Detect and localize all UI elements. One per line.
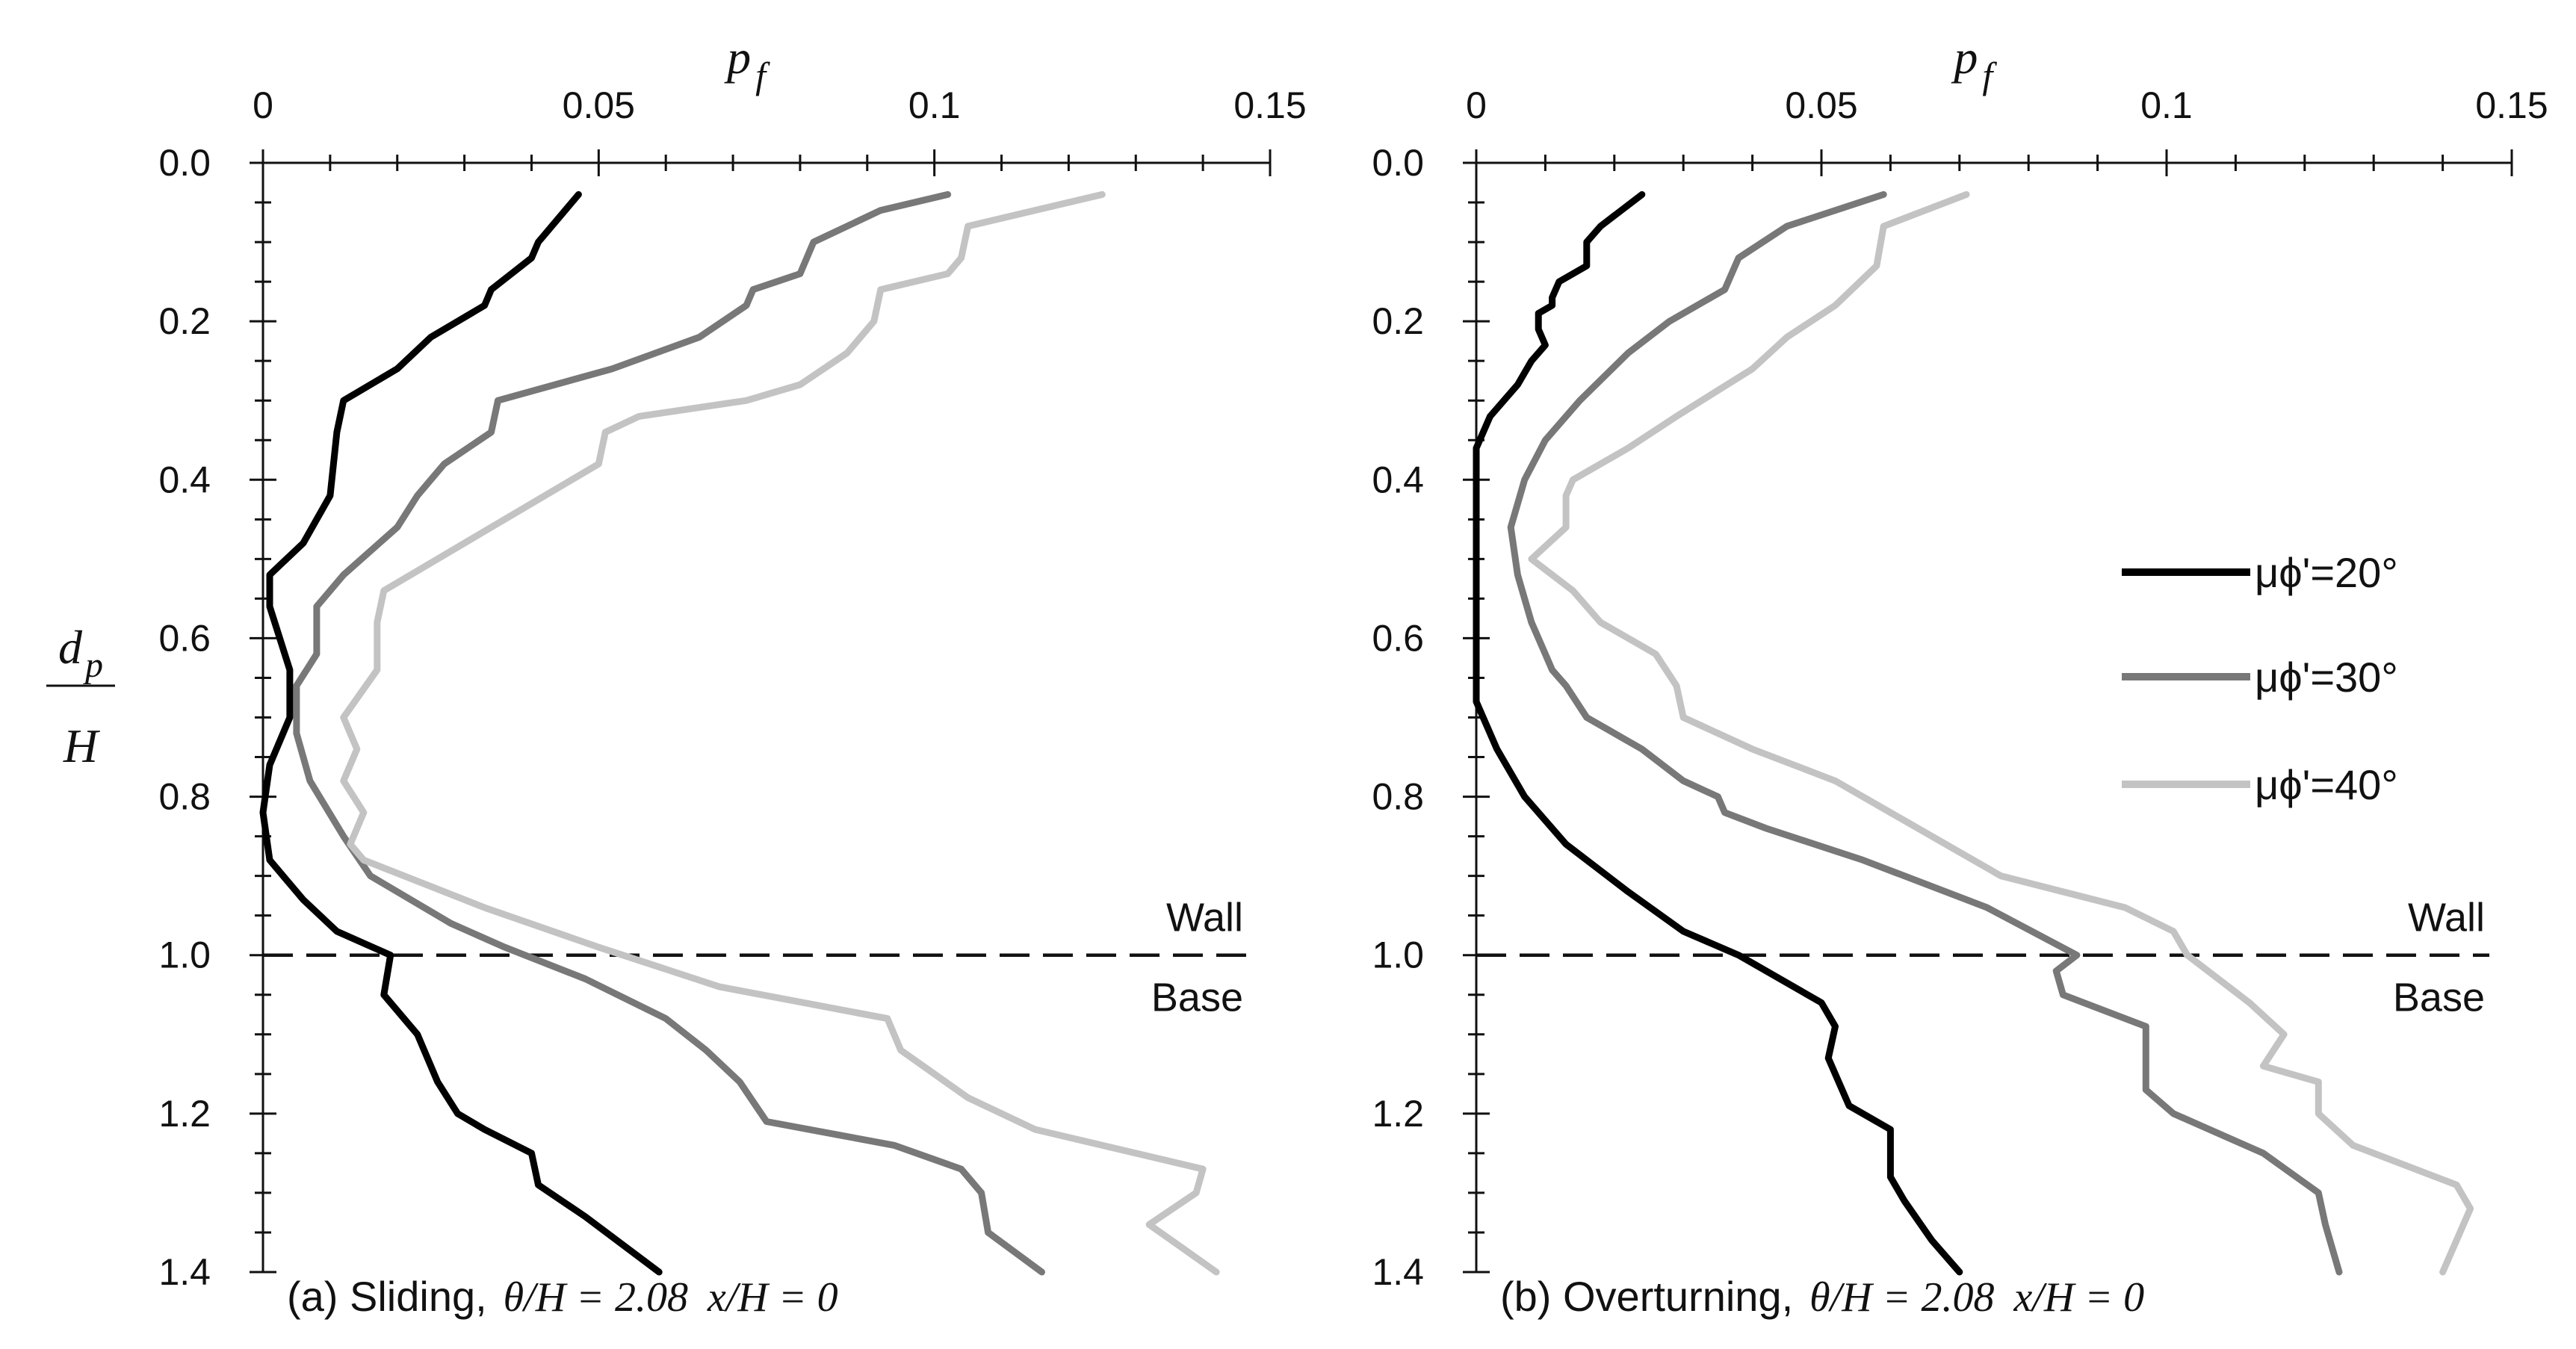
legend-label: μϕ'=40° <box>2255 761 2398 808</box>
y-tick-label: 0.0 <box>158 142 211 184</box>
x-tick-label: 0 <box>1466 84 1487 126</box>
x-tick-label: 0.1 <box>2140 84 2193 126</box>
legend-label: μϕ'=30° <box>2255 654 2398 701</box>
wall-label: Wall <box>1166 896 1243 940</box>
series-line-1 <box>1473 190 1963 1276</box>
y-tick-label: 1.2 <box>1372 1093 1424 1135</box>
x-axis-title-main: p <box>724 31 751 84</box>
caption-theta-expr: θ/H = 2.08 <box>504 1274 688 1321</box>
x-axis-title-sub: f <box>755 55 770 96</box>
caption-x-expr: x/H = 0 <box>2013 1274 2144 1321</box>
caption-theta-expr: θ/H = 2.08 <box>1809 1274 1994 1321</box>
y-tick-label: 0.8 <box>158 776 211 818</box>
y-tick-label: 0.0 <box>1372 142 1424 184</box>
panel-caption: (b) Overturning, θ/H = 2.08 x/H = 0 <box>1500 1273 2144 1321</box>
y-tick-label: 0.6 <box>1372 617 1424 659</box>
caption-prefix: (b) Overturning, <box>1500 1273 1793 1320</box>
x-tick-label: 0.15 <box>1233 84 1306 126</box>
series-line-3 <box>340 190 1220 1276</box>
y-tick-label: 1.4 <box>158 1251 211 1293</box>
y-tick-label: 1.2 <box>158 1093 211 1135</box>
y-tick-label: 1.0 <box>1372 934 1424 976</box>
base-label: Base <box>1151 976 1243 1020</box>
y-axis-title-d: d <box>58 621 83 674</box>
y-axis-title-numerator: dp <box>58 621 103 685</box>
panel-caption: (a) Sliding, θ/H = 2.08 x/H = 0 <box>287 1273 838 1321</box>
y-tick-label: 0.6 <box>158 617 211 659</box>
y-tick-label: 1.4 <box>1372 1251 1424 1293</box>
x-tick-label: 0.15 <box>2475 84 2548 126</box>
y-tick-label: 0.8 <box>1372 776 1424 818</box>
series-line-2 <box>293 190 1045 1276</box>
y-axis-title-denominator: H <box>63 719 101 772</box>
x-tick-label: 0 <box>253 84 273 126</box>
series-line-1 <box>259 190 663 1276</box>
series-line-3 <box>1528 190 2474 1276</box>
x-tick-label: 0.05 <box>1785 84 1857 126</box>
x-axis-title-sub: f <box>1982 55 1997 96</box>
wall-label: Wall <box>2408 896 2485 940</box>
y-tick-label: 0.2 <box>1372 300 1424 342</box>
base-label: Base <box>2393 976 2485 1020</box>
caption-x-expr: x/H = 0 <box>707 1274 838 1321</box>
series-line-2 <box>1507 190 2343 1276</box>
caption-prefix: (a) Sliding, <box>287 1273 487 1320</box>
chart-panel-a: 0 0.05 0.1 0.150.00.20.40.60.81.01.21.4p fdp… <box>46 31 1307 1321</box>
x-tick-label: 0.05 <box>563 84 635 126</box>
chart-panel-b: 0 0.05 0.1 0.15 0.0 0.2 0.4 0.6 0.8 1.0 1.2 1.4 p f Wa… <box>1372 31 2548 1321</box>
x-axis-title-main: p <box>1951 31 1978 84</box>
y-tick-label: 0.4 <box>1372 459 1424 500</box>
x-tick-label: 0.1 <box>908 84 961 126</box>
y-axis-title-sub: p <box>83 645 103 685</box>
y-tick-label: 0.4 <box>158 459 211 500</box>
y-tick-label: 0.2 <box>158 300 211 342</box>
y-tick-label: 1.0 <box>158 934 211 976</box>
legend-label: μϕ'=20° <box>2255 549 2398 596</box>
